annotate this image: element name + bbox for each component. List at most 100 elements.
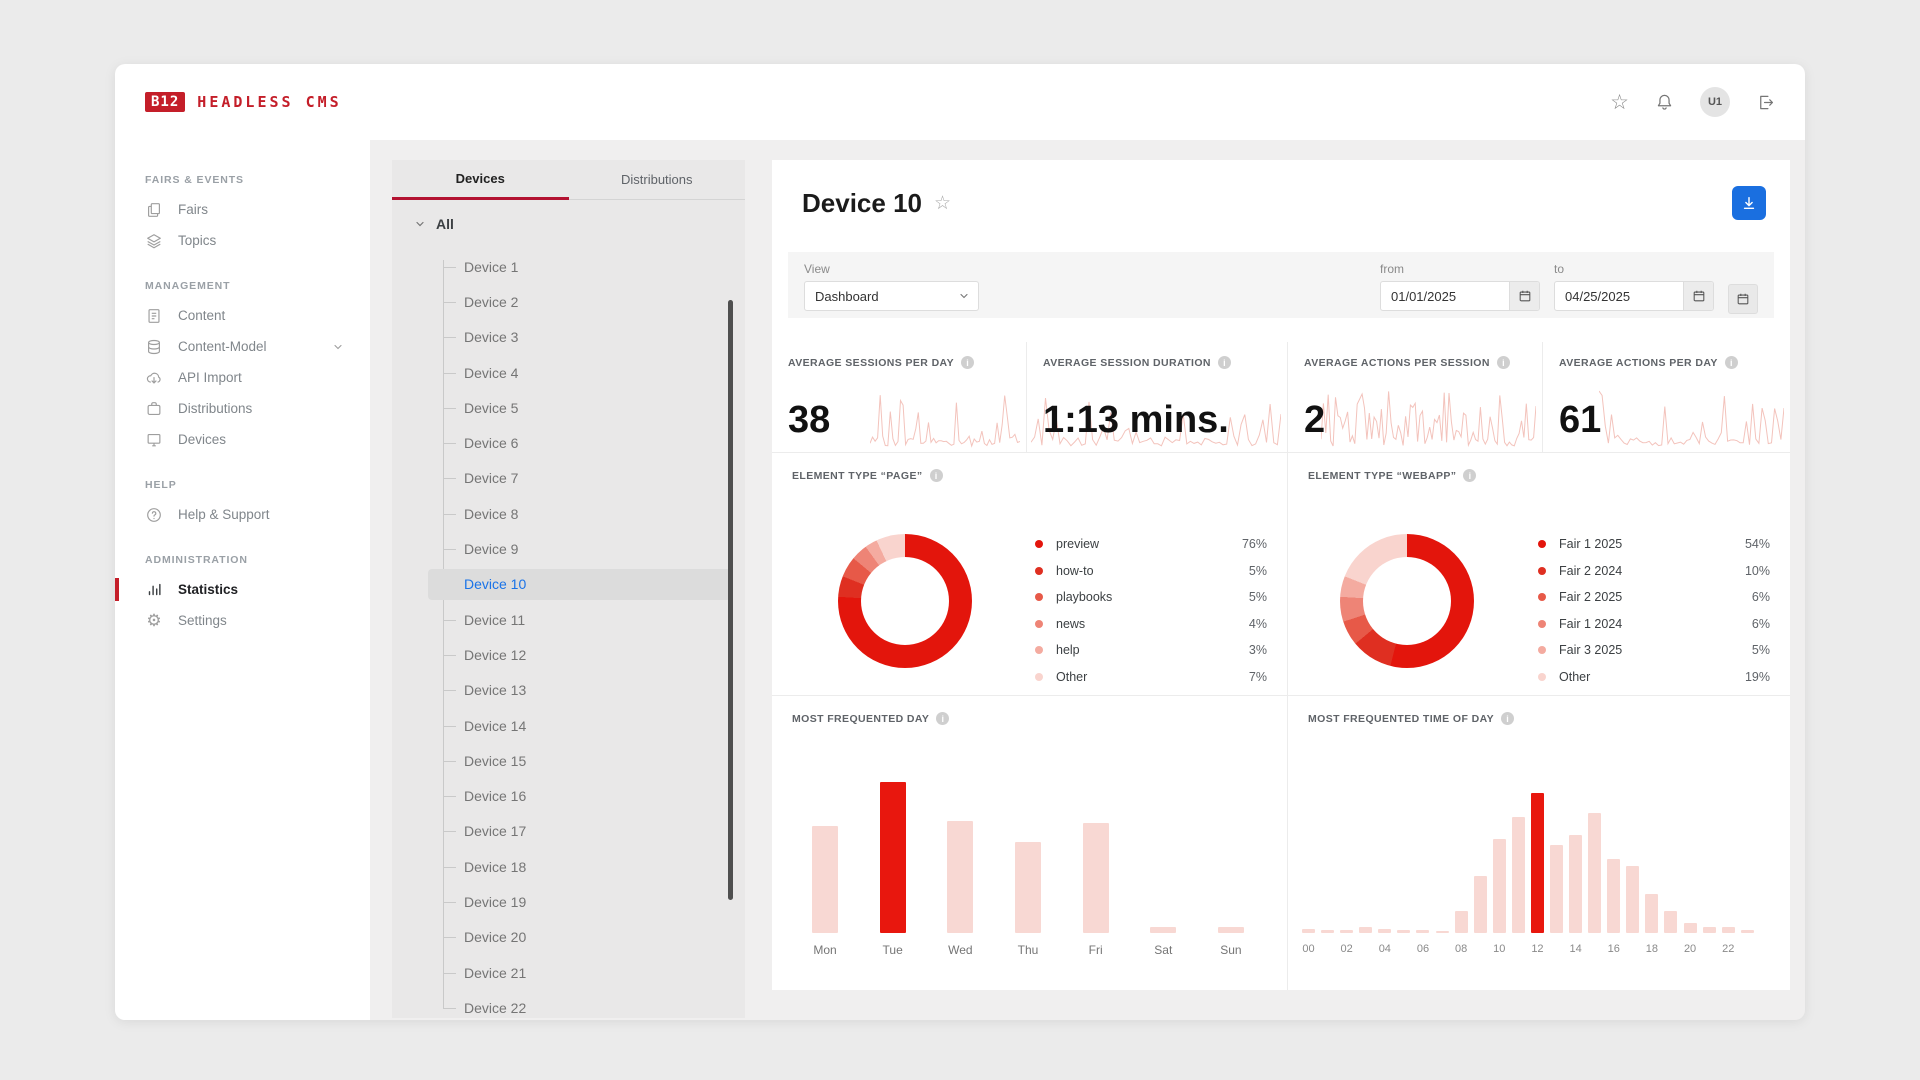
device-list-item[interactable]: Device 2 [392,284,745,319]
app-header: B12 HEADLESS CMS ☆ U1 [115,64,1805,140]
device-item-label: Device 8 [464,505,519,522]
device-list-item[interactable]: Device 9 [392,531,745,566]
sidebar-item-content[interactable]: Content [115,300,370,331]
device-list-item[interactable]: Device 20 [392,920,745,955]
device-list-item[interactable]: Device 17 [392,814,745,849]
stat-card-actions-per-day: AVERAGE ACTIONS PER DAY i 61 [1543,342,1790,452]
filter-bar: View Dashboard from 01/01/2025 [788,252,1774,318]
tree-root-all[interactable]: All [414,216,745,232]
favorite-star-icon[interactable]: ☆ [933,193,952,214]
device-list-item[interactable]: Device 7 [392,461,745,496]
sidebar-item-topics[interactable]: Topics [115,225,370,256]
device-list-item[interactable]: Device 12 [392,637,745,672]
device-list-item[interactable]: Device 5 [392,390,745,425]
legend-label: Fair 2 2025 [1559,590,1623,605]
legend-value: 4% [1248,616,1267,631]
sidebar-item-help-support[interactable]: Help & Support [115,499,370,530]
device-item-label: Device 7 [464,470,519,487]
device-item-label: Device 9 [464,541,519,558]
device-list-item[interactable]: Device 13 [392,673,745,708]
legend-item: Fair 1 2025 54% [1538,531,1770,558]
legend-label: Fair 1 2025 [1559,537,1623,552]
info-icon[interactable]: i [929,469,943,482]
tree-line [443,260,444,1008]
legend-value: 6% [1751,590,1770,605]
device-list-item[interactable]: Device 15 [392,743,745,778]
sidebar-item-statistics[interactable]: Statistics [115,574,370,605]
legend-dot [1035,672,1043,681]
calendar-icon[interactable] [1509,282,1539,310]
chevron-down-icon[interactable] [332,341,344,353]
favorites-star-icon[interactable]: ☆ [1610,90,1629,114]
download-button[interactable] [1732,186,1766,220]
legend-value: 10% [1744,563,1770,578]
tab-distributions[interactable]: Distributions [568,160,745,200]
chart-legend: Fair 1 2025 54% Fair 2 2024 10% Fair 2 2025 6… [1538,531,1770,690]
user-avatar[interactable]: U1 [1700,87,1730,117]
to-date-input[interactable]: 04/25/2025 [1554,281,1714,311]
device-list-item[interactable]: Device 4 [392,355,745,390]
stat-label: AVERAGE SESSION DURATION [1043,356,1211,369]
sidebar-item-devices[interactable]: Devices [115,424,370,455]
header-actions: ☆ U1 [1610,87,1775,117]
device-list-item[interactable]: Device 19 [392,884,745,919]
bar [1664,793,1678,933]
device-list-item[interactable]: Device 10 [392,567,745,602]
tab-devices[interactable]: Devices [392,160,569,200]
legend-value: 3% [1248,643,1267,658]
info-icon[interactable]: i [1724,356,1738,369]
info-icon[interactable]: i [1501,712,1515,725]
device-list-item[interactable]: Device 16 [392,778,745,813]
axis-tick-label: Mon [813,943,837,957]
info-icon[interactable]: i [1496,356,1510,369]
sidebar-item-distributions[interactable]: Distributions [115,393,370,424]
device-list-item[interactable]: Device 21 [392,955,745,990]
chart-title: MOST FREQUENTED TIME OF DAY [1308,712,1495,725]
view-select[interactable]: Dashboard [804,281,979,311]
device-list-item[interactable]: Device 8 [392,496,745,531]
stat-value: 61 [1559,399,1602,441]
device-list-item[interactable]: Device 1 [392,249,745,284]
device-list-item[interactable]: Device 22 [392,990,745,1018]
info-icon[interactable]: i [1463,469,1477,482]
briefcase-icon [145,400,163,418]
info-icon[interactable]: i [1217,356,1231,369]
calendar-range-button[interactable] [1728,284,1758,314]
sidebar-item-api-import[interactable]: API Import [115,362,370,393]
document-icon [145,307,163,325]
legend-item: Fair 2 2025 6% [1538,584,1770,611]
device-item-label: Device 21 [464,964,527,981]
device-panel-tabs: Devices Distributions [392,160,745,200]
sidebar-item-label: API Import [178,370,242,385]
bar [1359,793,1373,933]
axis-tick-label: Sat [1154,943,1173,957]
device-item-label: Device 22 [464,999,527,1016]
device-list-item[interactable]: Device 11 [392,602,745,637]
sidebar-item-content-model[interactable]: Content-Model [115,331,370,362]
to-date-value: 04/25/2025 [1565,288,1631,304]
axis-tick-label: 02 [1340,943,1353,955]
device-list-item[interactable]: Device 18 [392,849,745,884]
scrollbar-thumb[interactable] [728,300,733,900]
sidebar-item-label: Fairs [178,202,208,217]
device-list-item[interactable]: Device 3 [392,320,745,355]
axis-tick-label: Tue [882,943,903,957]
logout-icon[interactable] [1756,93,1775,112]
bar [1702,793,1716,933]
info-icon[interactable]: i [936,712,950,725]
sidebar-item-fairs[interactable]: Fairs [115,194,370,225]
sidebar-item-settings[interactable]: ⚙ Settings [115,605,370,636]
device-item-label: Device 2 [464,293,519,310]
device-item-label: Device 1 [464,258,519,275]
from-date-input[interactable]: 01/01/2025 [1380,281,1540,311]
to-label: to [1554,262,1565,276]
legend-label: playbooks [1056,590,1113,605]
device-list-item[interactable]: Device 6 [392,425,745,460]
notifications-bell-icon[interactable] [1655,93,1674,112]
from-date-value: 01/01/2025 [1391,288,1457,304]
sidebar-section-fairs-events: FAIRS & EVENTS Fairs Topics [115,174,370,256]
device-list-item[interactable]: Device 14 [392,708,745,743]
calendar-icon[interactable] [1683,282,1713,310]
info-icon[interactable]: i [960,356,974,369]
bar: 10 [1492,793,1506,955]
